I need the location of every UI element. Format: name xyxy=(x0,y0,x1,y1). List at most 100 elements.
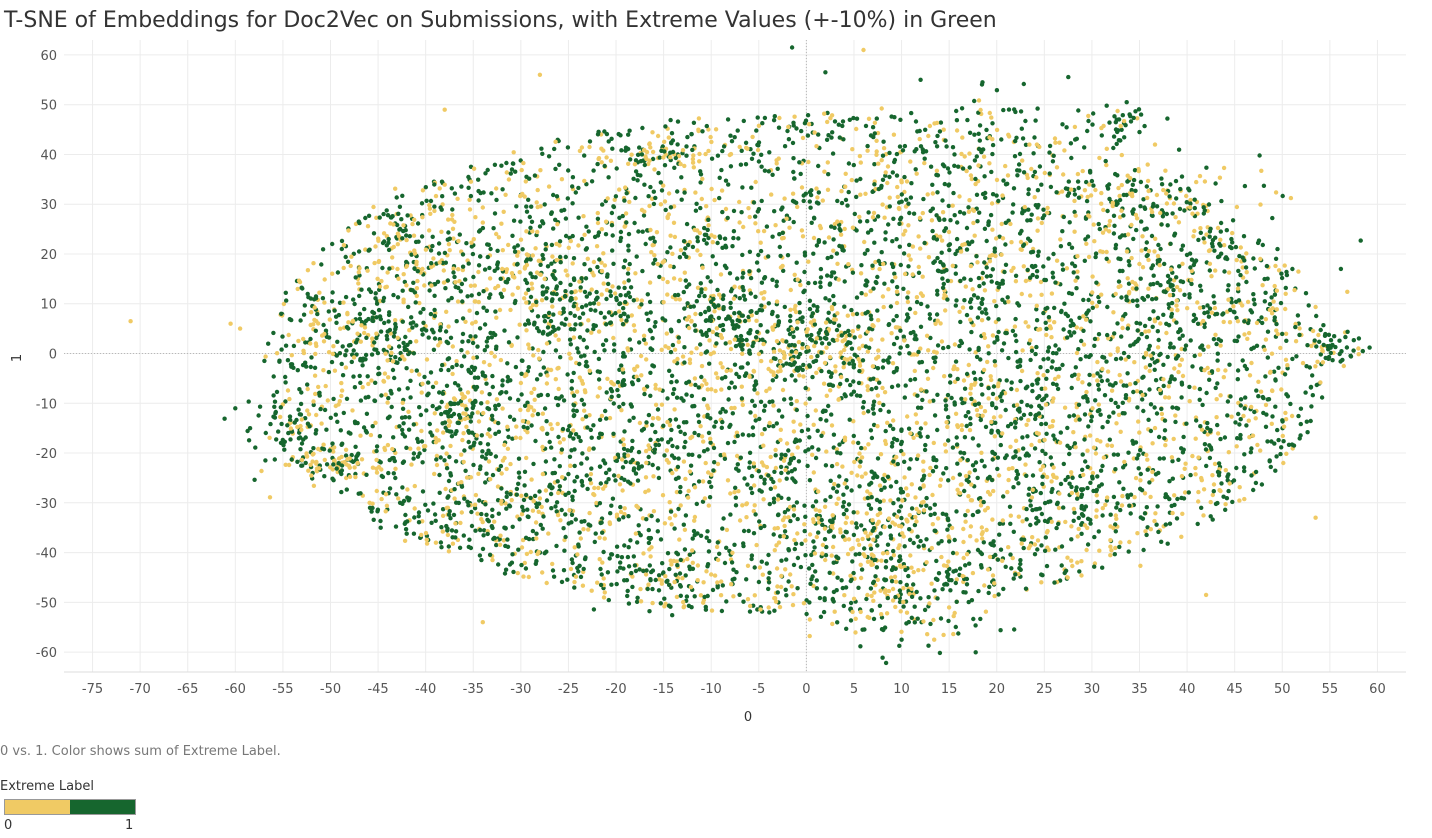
point-extreme xyxy=(1071,518,1076,523)
point-extreme xyxy=(668,437,674,442)
point-extreme xyxy=(459,348,464,353)
point-extreme xyxy=(572,277,577,283)
point-extreme xyxy=(476,198,481,203)
point-extreme xyxy=(775,512,781,518)
point-extreme xyxy=(1026,236,1031,241)
point-extreme xyxy=(762,115,768,121)
point-extreme xyxy=(584,359,589,365)
point-normal xyxy=(582,388,588,393)
point-extreme xyxy=(957,343,962,349)
point-extreme xyxy=(1170,283,1175,288)
point-extreme xyxy=(788,518,793,524)
point-normal xyxy=(661,300,666,305)
point-extreme xyxy=(1102,393,1108,398)
point-extreme xyxy=(459,281,465,287)
point-extreme xyxy=(742,297,748,302)
point-normal xyxy=(623,223,628,229)
point-extreme xyxy=(753,335,759,340)
point-extreme xyxy=(1043,535,1049,540)
point-extreme xyxy=(582,262,587,267)
point-normal xyxy=(778,584,784,590)
point-extreme xyxy=(1069,385,1074,391)
point-extreme xyxy=(579,397,584,403)
point-normal xyxy=(905,414,910,419)
point-normal xyxy=(1143,352,1149,357)
point-extreme xyxy=(907,351,912,356)
point-extreme xyxy=(340,441,345,446)
point-extreme xyxy=(1087,382,1092,387)
point-normal xyxy=(1090,470,1096,476)
point-extreme xyxy=(622,477,627,482)
scatter-plot[interactable]: -75 -70 -65 -60 -55 -50 -45 -40 -35 -30 -25 -20 -15-… xyxy=(0,0,1432,738)
point-normal xyxy=(1201,487,1207,492)
point-extreme xyxy=(730,577,735,582)
point-normal xyxy=(1000,558,1005,563)
point-normal xyxy=(648,554,653,559)
point-extreme xyxy=(1284,272,1290,278)
point-extreme xyxy=(865,143,870,149)
point-normal xyxy=(599,160,604,165)
point-extreme xyxy=(1175,496,1180,502)
point-extreme xyxy=(614,295,619,301)
point-normal xyxy=(892,574,898,579)
point-extreme xyxy=(1130,298,1136,303)
point-extreme xyxy=(1238,436,1243,441)
point-extreme xyxy=(339,489,344,495)
point-normal xyxy=(1133,212,1139,218)
point-extreme xyxy=(1018,567,1023,572)
point-normal xyxy=(764,464,770,470)
point-extreme xyxy=(535,314,541,319)
point-normal xyxy=(1071,506,1077,512)
point-extreme xyxy=(635,540,640,545)
point-extreme xyxy=(440,507,446,512)
point-normal xyxy=(1016,514,1021,519)
point-extreme xyxy=(1224,496,1230,501)
point-extreme xyxy=(771,532,776,537)
point-extreme xyxy=(908,377,913,383)
point-normal xyxy=(301,348,306,353)
point-extreme xyxy=(272,399,278,404)
point-extreme xyxy=(966,599,971,605)
point-normal xyxy=(607,520,612,525)
point-normal xyxy=(499,221,504,226)
point-normal xyxy=(580,417,585,422)
point-normal xyxy=(522,560,527,566)
point-extreme xyxy=(964,225,970,231)
point-extreme xyxy=(883,173,888,178)
point-normal xyxy=(446,324,451,329)
point-extreme xyxy=(1207,234,1212,239)
point-extreme xyxy=(1187,251,1193,256)
point-extreme xyxy=(967,561,972,566)
point-extreme xyxy=(338,428,343,433)
point-normal xyxy=(531,408,537,413)
point-extreme xyxy=(854,521,859,526)
point-normal xyxy=(865,349,871,354)
point-normal xyxy=(692,376,698,381)
point-extreme xyxy=(1177,206,1183,212)
point-extreme xyxy=(481,305,486,310)
point-extreme xyxy=(1034,344,1039,350)
point-normal xyxy=(952,342,958,347)
point-extreme xyxy=(663,207,668,213)
point-extreme xyxy=(659,188,665,193)
point-extreme xyxy=(421,306,426,312)
point-normal xyxy=(857,346,862,351)
point-normal xyxy=(379,496,384,502)
point-extreme xyxy=(643,241,648,247)
point-extreme xyxy=(869,227,874,233)
point-normal xyxy=(1283,306,1288,312)
point-extreme xyxy=(924,503,929,508)
point-normal xyxy=(718,593,724,598)
point-extreme xyxy=(682,306,687,311)
point-extreme xyxy=(1044,393,1049,398)
point-extreme xyxy=(1265,355,1271,360)
point-extreme xyxy=(1018,558,1023,563)
point-extreme xyxy=(484,308,490,313)
point-normal xyxy=(959,151,964,157)
point-extreme xyxy=(453,459,459,464)
point-extreme xyxy=(700,332,705,337)
point-normal xyxy=(305,386,310,392)
point-extreme xyxy=(1161,312,1166,317)
point-extreme xyxy=(844,378,850,383)
point-normal xyxy=(1205,432,1211,437)
